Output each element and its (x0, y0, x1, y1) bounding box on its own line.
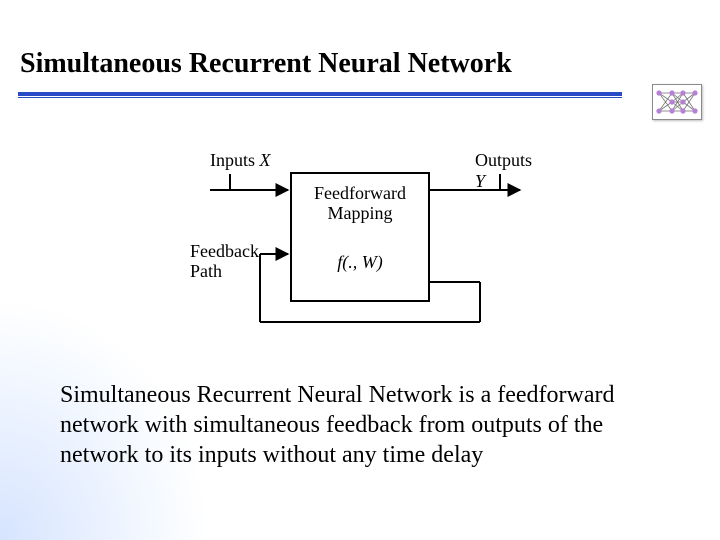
title-underline (18, 92, 622, 98)
page-title: Simultaneous Recurrent Neural Network (20, 48, 512, 80)
network-icon (652, 84, 702, 120)
body-paragraph: Simultaneous Recurrent Neural Network is… (60, 380, 660, 470)
srnn-diagram: Inputs X Outputs Y Feedback Path Feedfor… (120, 150, 540, 340)
diagram-arrows (120, 150, 540, 340)
